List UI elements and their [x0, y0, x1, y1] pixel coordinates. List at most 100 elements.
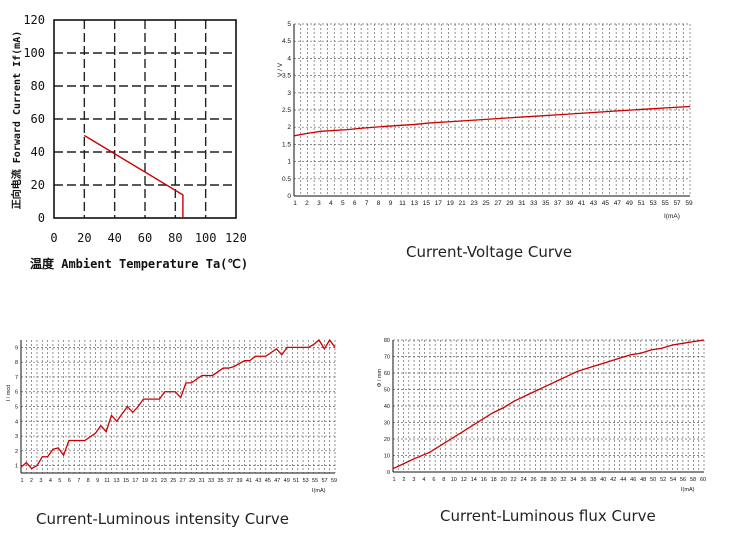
x-tick-label: 39: [566, 200, 574, 207]
y-tick-label: 80: [31, 79, 45, 93]
x-tick-label: 56: [680, 477, 686, 483]
y-tick-label: 7: [15, 375, 18, 381]
x-tick-label: 3: [412, 477, 415, 483]
y-tick-label: 1: [15, 464, 18, 470]
y-tick-label: 20: [31, 178, 45, 192]
x-tick-label: 57: [673, 200, 681, 207]
x-tick-label: 21: [459, 200, 467, 207]
y-tick-label: 5: [287, 21, 291, 28]
y-tick-label: 50: [384, 388, 390, 394]
x-tick-label: 17: [435, 200, 443, 207]
y-tick-label: 100: [23, 46, 45, 60]
y-tick-label: 0: [387, 470, 390, 476]
x-tick-label: 53: [650, 200, 658, 207]
y-tick-label: 60: [384, 371, 390, 377]
x-tick-label: 15: [423, 200, 431, 207]
x-tick-label: 40: [107, 231, 121, 245]
x-tick-label: 43: [590, 200, 598, 207]
x-tick-label: 25: [482, 200, 490, 207]
y-tick-label: 6: [15, 390, 18, 396]
x-tick-label: 55: [312, 478, 318, 484]
x-tick-label: 13: [113, 478, 119, 484]
x-tick-label: 1: [293, 200, 297, 207]
x-tick-label: 21: [151, 478, 157, 484]
x-tick-label: 20: [501, 477, 507, 483]
series-line: [83, 134, 184, 218]
y-tick-label: 30: [384, 421, 390, 427]
y-tick-label: 120: [23, 13, 45, 27]
x-tick-label: 10: [451, 477, 457, 483]
x-tick-label: 52: [660, 477, 666, 483]
y-tick-label: 0.5: [282, 176, 291, 183]
x-tick-label: 49: [626, 200, 634, 207]
y-tick-label: 10: [384, 454, 390, 460]
x-tick-label: 49: [284, 478, 290, 484]
x-tick-label: 5: [341, 200, 345, 207]
x-tick-label: 40: [600, 477, 606, 483]
x-tick-label: 60: [138, 231, 152, 245]
x-tick-label: 51: [293, 478, 299, 484]
x-tick-label: 35: [217, 478, 223, 484]
y-tick-label: 1: [287, 159, 291, 166]
y-tick-label: 4.5: [282, 38, 291, 45]
x-tick-label: 34: [570, 477, 576, 483]
x-tick-label: 24: [521, 477, 527, 483]
y-tick-label: 5: [15, 405, 18, 411]
x-tick-label: 47: [274, 478, 280, 484]
x-tick-label: 28: [540, 477, 546, 483]
x-tick-label: 27: [494, 200, 502, 207]
x-tick-label: 0: [50, 231, 57, 245]
x-tick-label: 6: [68, 478, 71, 484]
x-tick-label: 13: [411, 200, 419, 207]
y-tick-label: 4: [287, 55, 291, 62]
x-tick-label: 33: [530, 200, 538, 207]
x-tick-label: 11: [399, 200, 406, 207]
x-tick-label: 27: [180, 478, 186, 484]
x-tick-label: 23: [470, 200, 478, 207]
x-tick-label: 39: [236, 478, 242, 484]
x-tick-label: 12: [461, 477, 467, 483]
x-tick-label: 120: [225, 231, 247, 245]
x-axis-label: I(mA): [681, 487, 695, 493]
y-tick-label: 3.5: [282, 73, 291, 80]
x-tick-label: 55: [662, 200, 670, 207]
x-tick-label: 100: [195, 231, 217, 245]
plot-frame: [53, 19, 237, 219]
x-tick-label: 4: [49, 478, 52, 484]
series-line: [293, 105, 691, 137]
y-tick-label: 8: [15, 360, 18, 366]
x-tick-label: 59: [685, 200, 693, 207]
x-tick-label: 6: [353, 200, 357, 207]
x-tick-label: 1: [392, 477, 395, 483]
y-axis-label: Φ / mm: [377, 369, 383, 388]
y-axis-label: I / mcd: [6, 385, 12, 402]
y-tick-label: 1.5: [282, 141, 291, 148]
x-tick-label: 5: [58, 478, 61, 484]
x-tick-label: 9: [389, 200, 393, 207]
x-tick-label: 2: [402, 477, 405, 483]
x-tick-label: 2: [30, 478, 33, 484]
y-tick-label: 3: [15, 434, 18, 440]
y-tick-label: 20: [384, 437, 390, 443]
x-tick-label: 38: [590, 477, 596, 483]
x-tick-label: 8: [87, 478, 90, 484]
caption-current-voltage: Current-Voltage Curve: [406, 243, 573, 261]
x-tick-label: 19: [142, 478, 148, 484]
x-tick-label: 47: [614, 200, 622, 207]
x-tick-label: 4: [422, 477, 425, 483]
x-tick-label: 14: [471, 477, 477, 483]
x-tick-label: 29: [506, 200, 514, 207]
y-tick-label: 2.5: [282, 107, 291, 114]
y-tick-label: 0: [38, 211, 45, 225]
x-tick-label: 45: [265, 478, 271, 484]
x-tick-label: 50: [650, 477, 656, 483]
caption-current-luminous-flux: Current-Luminous flux Curve: [440, 507, 656, 525]
y-tick-label: 40: [384, 404, 390, 410]
x-tick-label: 1: [20, 478, 23, 484]
x-tick-label: 3: [317, 200, 321, 207]
x-tick-label: 51: [638, 200, 646, 207]
x-tick-label: 58: [690, 477, 696, 483]
x-axis-label: I(mA): [664, 213, 680, 220]
x-tick-label: 29: [189, 478, 195, 484]
